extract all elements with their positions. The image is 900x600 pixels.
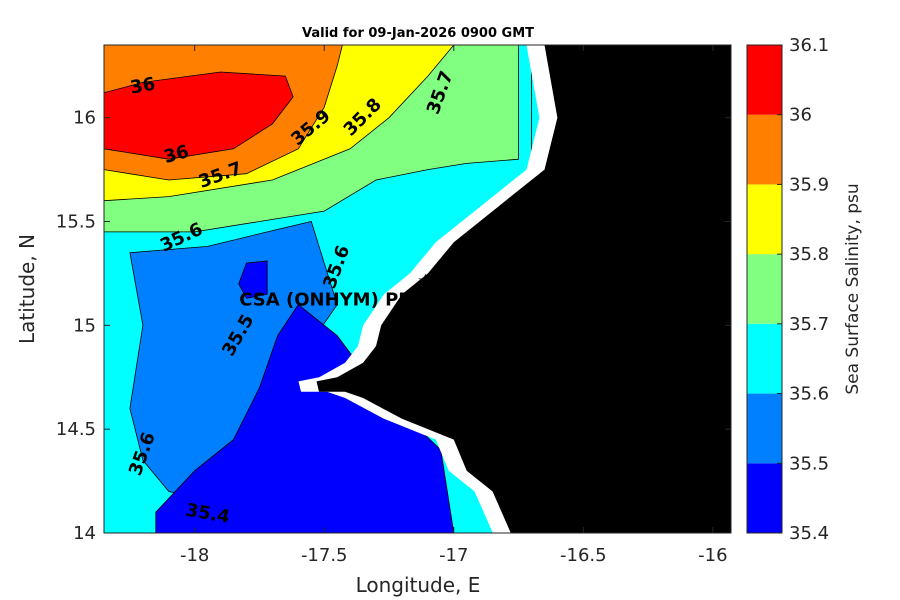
colorbar-swatch-2 <box>747 323 782 394</box>
y-axis-label: Latitude, N <box>15 234 39 344</box>
colorbar-swatch-6 <box>747 45 782 115</box>
y-tick-label-1: 14.5 <box>56 419 96 440</box>
salinity-region-7 <box>238 260 268 299</box>
y-tick-label-4: 16 <box>73 108 96 129</box>
salinity-region-6 <box>155 304 455 533</box>
x-tick-label-2: -17 <box>439 545 468 566</box>
colorbar-swatch-5 <box>747 114 782 185</box>
site-label: CSA (ONHYM) PPL EE <box>239 290 454 311</box>
site-layer: ☆ CSA (ONHYM) PPL EE <box>239 271 454 311</box>
colorbar-label: Sea Surface Salinity, psu <box>843 183 863 394</box>
colorbar-tick-label-7: 36.1 <box>789 35 829 56</box>
contour-label-0: 36 <box>129 74 157 99</box>
colorbar-swatch-4 <box>747 184 782 255</box>
colorbar-swatch-3 <box>747 254 782 324</box>
plot-frame <box>103 44 732 534</box>
colorbar: 35.4 35.5 35.6 35.7 35.8 35.9 36 36.1 <box>746 35 829 544</box>
colorbar-swatch-0 <box>747 463 782 533</box>
colorbar-tick-label-1: 35.5 <box>789 453 829 474</box>
colorbar-tick-label-0: 35.4 <box>789 523 829 544</box>
colorbar-tick-label-3: 35.7 <box>789 314 829 335</box>
x-tick-label-3: -16.5 <box>560 545 607 566</box>
y-axis: 14 14.5 15 15.5 16 <box>56 108 731 544</box>
x-tick-label-0: -18 <box>180 545 209 566</box>
x-tick-label-4: -16 <box>698 545 727 566</box>
colorbar-tick-label-4: 35.8 <box>789 244 829 265</box>
y-tick-label-2: 15 <box>73 315 96 336</box>
y-tick-label-0: 14 <box>73 523 96 544</box>
colorbar-tick-label-2: 35.6 <box>789 384 829 405</box>
x-tick-label-1: -17.5 <box>301 545 348 566</box>
land-layer <box>298 45 731 533</box>
colorbar-frame <box>746 44 783 534</box>
colorbar-swatch-1 <box>747 393 782 464</box>
salinity-region-4 <box>104 71 294 160</box>
colorbar-tick-label-5: 35.9 <box>789 174 829 195</box>
x-axis-label: Longitude, E <box>356 573 481 597</box>
land-mass <box>316 45 731 533</box>
chart-title: Valid for 09-Jan-2026 0900 GMT <box>302 26 534 41</box>
colorbar-tick-label-6: 36 <box>789 105 812 126</box>
site-marker-star: ☆ <box>417 271 433 292</box>
x-axis: -18 -17.5 -17 -16.5 -16 <box>180 45 728 566</box>
y-tick-label-3: 15.5 <box>56 212 96 233</box>
